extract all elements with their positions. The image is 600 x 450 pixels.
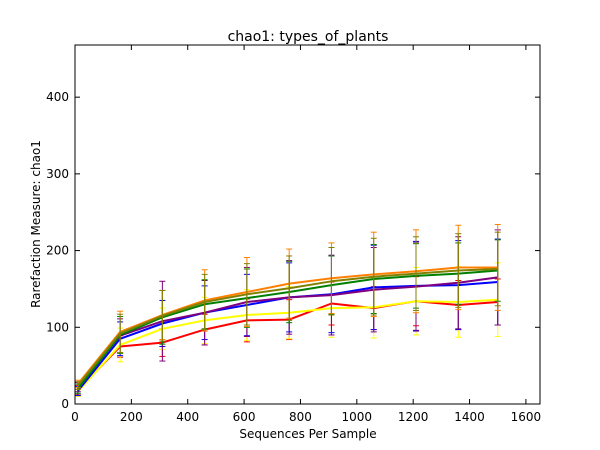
x-tick-label-8: 1600 [511,410,542,424]
x-tick-label-5: 1000 [342,410,373,424]
plot-series [74,224,501,397]
x-tick-label-6: 1200 [398,410,429,424]
y-tick-label-3: 300 [46,167,69,181]
x-tick-label-7: 1400 [454,410,485,424]
x-tick-label-0: 0 [71,410,79,424]
y-axis-label: Rarefaction Measure: chao1 [29,140,43,308]
plot-frame [74,44,541,405]
y-tick-label-2: 200 [46,244,69,258]
y-tick-label-0: 0 [61,397,69,411]
series-6 [74,231,501,390]
x-axis-label: Sequences Per Sample [239,427,376,441]
x-tick-label-1: 200 [120,410,143,424]
series-6-line [77,268,498,387]
axis-ticks: 0 200 400 600 800 1000 1200 1400 1600 0 100 200 300 4… [46,45,541,424]
y-tick-label-4: 400 [46,90,69,104]
chart-title: chao1: types_of_plants [228,29,389,45]
y-tick-label-1: 100 [46,320,69,334]
x-tick-label-2: 400 [176,410,199,424]
x-tick-label-4: 800 [289,410,312,424]
x-tick-label-3: 600 [233,410,256,424]
